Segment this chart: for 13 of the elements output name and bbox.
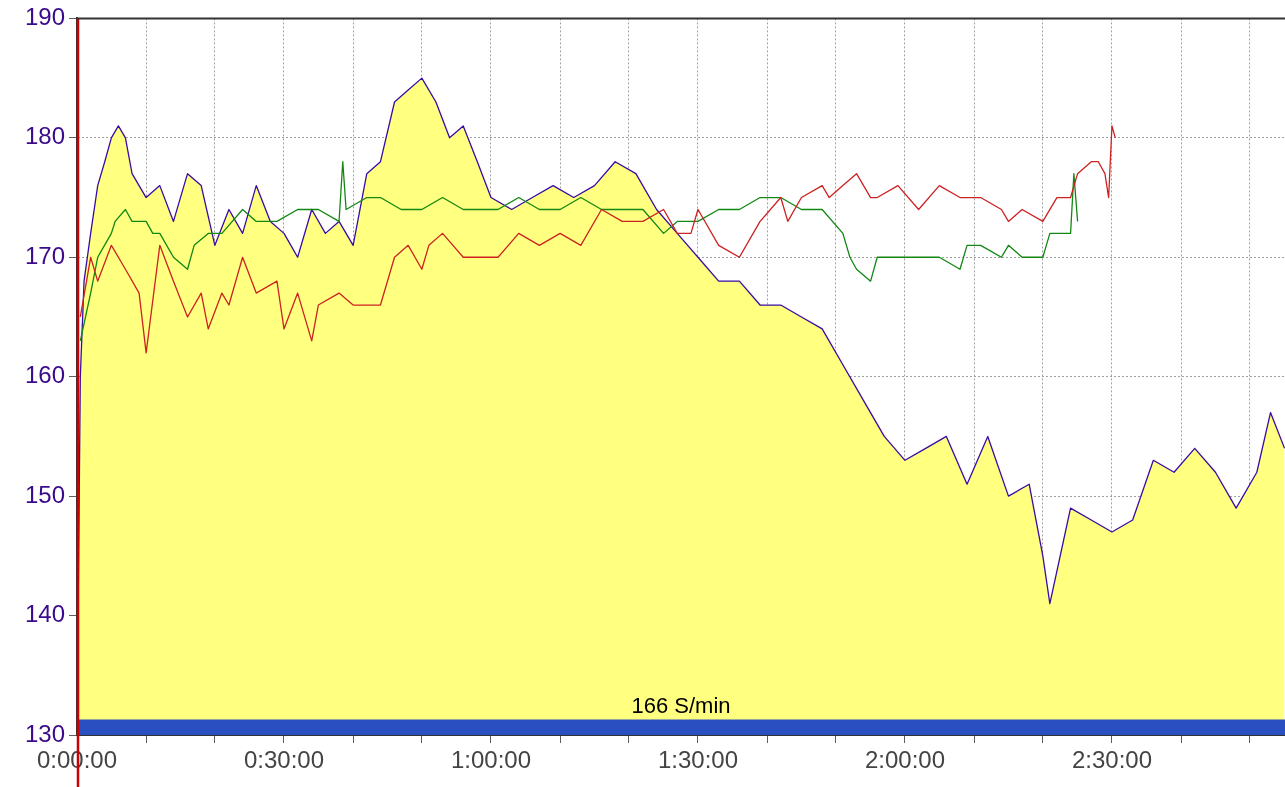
x-tick-label: 0:30:00 [243,746,325,774]
y-tick-label: 150 [24,480,65,508]
x-tick-label: 2:30:00 [1071,746,1152,774]
y-tick-label: 130 [24,719,65,747]
x-tick-label: 1:30:00 [657,746,739,774]
x-tick-label: 1:00:00 [450,746,532,774]
y-tick-label: 180 [24,122,65,150]
y-tick-label: 170 [24,241,65,269]
y-tick-label: 160 [24,361,65,389]
y-tick-label: 190 [24,3,65,31]
band-label: 166 S/min [631,692,731,718]
x-tick-label: 2:00:00 [864,746,945,774]
y-tick-label: 140 [24,600,65,628]
